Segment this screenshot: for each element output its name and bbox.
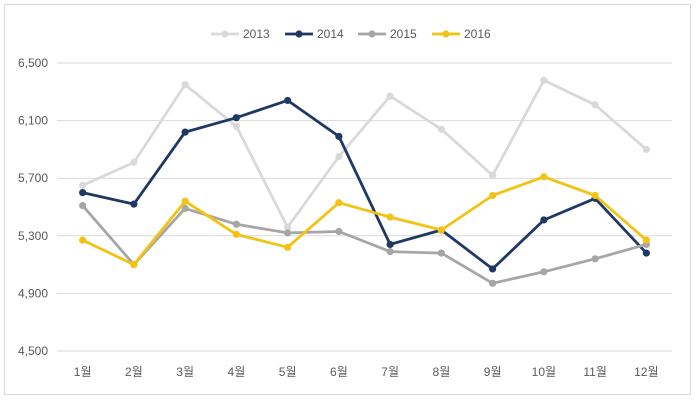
legend-label: 2013 — [243, 27, 270, 41]
series-line-2013 — [82, 78, 648, 229]
x-tick-label: 12월 — [634, 365, 658, 379]
data-point — [335, 199, 343, 207]
data-point — [386, 213, 394, 221]
data-point — [79, 189, 87, 197]
data-point — [437, 249, 445, 257]
x-tick-label: 5월 — [279, 365, 297, 379]
data-point — [79, 181, 87, 189]
data-point — [232, 230, 240, 238]
data-point — [540, 216, 548, 224]
legend-item-2016: 2016 — [432, 27, 491, 41]
y-tick-label: 6,100 — [18, 114, 48, 128]
legend-item-2014: 2014 — [285, 27, 344, 41]
legend: 2013 2014 2015 2016 — [211, 27, 491, 41]
data-point — [386, 240, 394, 249]
data-point — [181, 204, 189, 213]
data-point — [540, 268, 548, 276]
gridlines — [57, 62, 672, 352]
series-group — [79, 76, 650, 287]
x-tick-label: 3월 — [176, 365, 194, 379]
data-point — [181, 197, 189, 205]
data-point — [489, 171, 497, 179]
x-tick-label: 8월 — [433, 365, 451, 379]
data-point — [591, 255, 599, 263]
legend-label: 2015 — [390, 27, 417, 41]
x-tick-label: 11월 — [583, 365, 607, 379]
x-tick-label: 7월 — [381, 365, 399, 379]
x-axis-ticks: 1월 2월 3월 4월 5월 6월 7월 8월 9월 10월 11월 12월 — [74, 365, 659, 379]
legend-swatch-marker — [295, 30, 303, 38]
data-point — [437, 125, 445, 133]
series-line-2014 — [82, 99, 648, 271]
data-point — [284, 229, 292, 237]
data-point — [232, 122, 240, 130]
data-point — [284, 223, 292, 231]
data-point — [232, 220, 240, 228]
data-point — [130, 261, 138, 269]
data-point — [540, 173, 548, 181]
data-point — [79, 236, 87, 244]
data-point — [591, 101, 599, 109]
data-point — [232, 114, 240, 122]
data-point — [591, 191, 599, 200]
series-line-2016 — [81, 175, 648, 267]
x-tick-label: 9월 — [484, 365, 502, 379]
series-2015 — [79, 201, 650, 287]
data-point — [642, 145, 650, 153]
data-point — [284, 96, 292, 105]
x-tick-label: 2월 — [125, 365, 143, 379]
legend-swatch-marker — [368, 30, 376, 38]
legend-label: 2016 — [464, 27, 491, 41]
data-point — [437, 226, 445, 234]
y-tick-label: 6,500 — [18, 56, 48, 70]
x-tick-label: 6월 — [330, 365, 348, 379]
y-tick-label: 5,300 — [18, 229, 48, 243]
data-point — [79, 201, 87, 210]
legend-label: 2014 — [317, 27, 344, 41]
series-line-2015 — [81, 204, 647, 285]
data-point — [386, 92, 394, 100]
x-tick-label: 4월 — [228, 365, 246, 379]
data-point — [642, 249, 650, 257]
y-axis-ticks: 4,500 4,900 5,300 5,700 6,100 6,500 — [18, 56, 48, 358]
y-tick-label: 5,700 — [18, 171, 48, 185]
y-tick-label: 4,500 — [18, 344, 48, 358]
data-point — [386, 248, 394, 256]
data-point — [181, 81, 189, 89]
data-point — [642, 236, 650, 244]
data-point — [489, 279, 497, 287]
legend-item-2015: 2015 — [358, 27, 417, 41]
data-point — [335, 132, 343, 141]
y-tick-label: 4,900 — [18, 286, 48, 300]
x-tick-label: 10월 — [532, 365, 556, 379]
series-2016 — [79, 173, 650, 269]
x-tick-label: 1월 — [74, 365, 92, 379]
data-point — [489, 265, 497, 273]
series-2013 — [79, 76, 650, 231]
data-point — [284, 243, 292, 251]
data-point — [540, 76, 548, 84]
data-point — [181, 128, 189, 136]
data-point — [335, 227, 343, 236]
legend-swatch-marker — [442, 30, 450, 38]
legend-item-2013: 2013 — [211, 27, 270, 41]
data-point — [335, 153, 343, 161]
data-point — [130, 158, 138, 166]
data-point — [489, 191, 497, 200]
legend-swatch-marker — [221, 30, 229, 38]
data-point — [130, 200, 138, 208]
